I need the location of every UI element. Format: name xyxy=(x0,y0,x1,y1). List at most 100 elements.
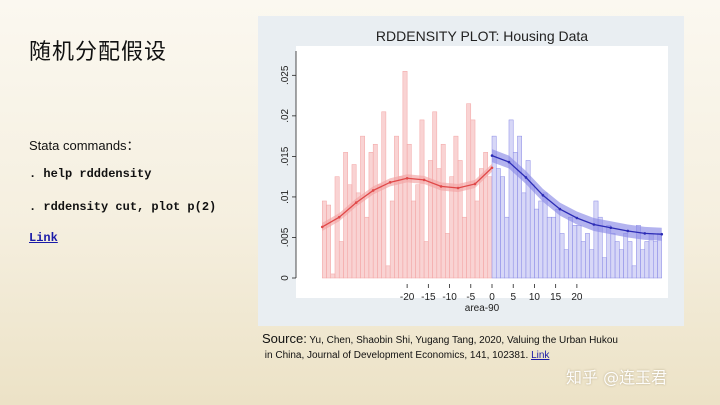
histogram-right-bar xyxy=(559,233,565,279)
histogram-left-bar xyxy=(377,184,382,279)
histogram-right-bar xyxy=(568,216,573,279)
y-tick-label: .02 xyxy=(280,108,291,122)
histogram-right-bar xyxy=(576,225,582,279)
histogram-left-bar xyxy=(449,176,455,279)
density-point xyxy=(456,186,460,190)
y-tick-label: .005 xyxy=(280,227,291,247)
histogram-right-bar xyxy=(538,200,544,279)
histogram-left-bar xyxy=(479,168,484,279)
histogram-left-bar xyxy=(466,103,472,279)
histogram-right-bar xyxy=(517,135,522,279)
histogram-left-bar xyxy=(453,135,459,279)
histogram-right-bar xyxy=(555,208,561,279)
source-citation: Source: Yu, Chen, Shaobin Shi, Yugang Ta… xyxy=(262,331,702,363)
density-point xyxy=(337,215,341,219)
chart-title: RDDENSITY PLOT: Housing Data xyxy=(376,28,588,44)
histogram-right-bar xyxy=(597,216,603,279)
density-point xyxy=(643,232,647,235)
histogram-left-bar xyxy=(419,119,425,279)
histogram-right-bar xyxy=(572,225,578,279)
histogram-right-bar xyxy=(580,241,586,279)
density-point xyxy=(371,189,375,192)
histogram-right-bar xyxy=(619,249,624,279)
x-tick-label: 5 xyxy=(510,292,516,303)
histogram-right-bar xyxy=(546,216,552,279)
x-tick-label: -5 xyxy=(466,292,475,303)
histogram-right-bar xyxy=(644,241,650,279)
histogram-left-bar xyxy=(347,184,353,279)
density-point xyxy=(609,226,613,230)
x-tick-label: -15 xyxy=(421,292,436,303)
y-tick-label: .025 xyxy=(280,65,291,85)
histogram-left-bar xyxy=(457,160,463,279)
histogram-left-bar xyxy=(415,184,421,279)
histogram-left-bar xyxy=(411,200,416,279)
density-point xyxy=(541,194,545,197)
confidence-band xyxy=(492,149,662,241)
histogram-left-bar xyxy=(338,241,344,279)
density-point xyxy=(490,166,494,170)
x-tick-label: 15 xyxy=(550,292,562,303)
command-link[interactable]: Link xyxy=(29,231,58,245)
histogram-left-bar xyxy=(326,204,331,279)
histogram-left-bar xyxy=(445,233,450,279)
histogram-right-bar xyxy=(593,200,599,279)
histogram-right-bar xyxy=(602,257,607,279)
histogram-left-bar xyxy=(432,111,438,279)
density-point xyxy=(490,154,494,157)
command-rddensity: . rddensity cut, plot p(2) xyxy=(29,200,217,214)
density-point xyxy=(660,232,664,236)
chart-panel: RDDENSITY PLOT: Housing Data area-90 0 .0… xyxy=(258,16,684,326)
source-text: Yu, Chen, Shaobin Shi, Yugang Tang, 2020… xyxy=(306,335,618,346)
histogram-right-bar xyxy=(508,119,514,279)
y-tick-label: .01 xyxy=(280,190,291,204)
histogram-right-bar xyxy=(610,233,616,279)
histogram-right-bar xyxy=(542,192,548,279)
density-point xyxy=(592,223,596,226)
histogram-left-bar xyxy=(394,135,399,279)
histogram-right-bar xyxy=(623,233,629,279)
command-help: . help rdddensity xyxy=(29,167,152,181)
density-point xyxy=(405,176,409,180)
x-tick-label: 0 xyxy=(489,292,495,303)
histogram-right-bar xyxy=(563,249,569,279)
histogram-right-bar xyxy=(585,233,590,279)
slide-title: 随机分配假设 xyxy=(29,40,168,65)
histogram-right-bar xyxy=(521,192,527,279)
histogram-right xyxy=(491,119,663,279)
x-tick-label: 10 xyxy=(529,292,541,303)
histogram-left-bar xyxy=(364,216,370,279)
density-point xyxy=(473,182,477,186)
histogram-right-bar xyxy=(631,265,637,279)
density-point xyxy=(388,181,392,184)
density-point xyxy=(558,207,562,211)
histogram-right-bar xyxy=(627,241,633,279)
commands-label: Stata commands： xyxy=(29,138,140,153)
histogram-right-bar xyxy=(640,249,646,279)
density-fits xyxy=(320,149,664,241)
histogram-right-bar xyxy=(529,184,535,279)
y-axis: 0 .005 .01 .015 .02 .025 xyxy=(280,65,296,281)
x-tick-label: 20 xyxy=(571,292,583,303)
source-text-line2: in China, Journal of Development Economi… xyxy=(264,350,529,361)
source-link[interactable]: Link xyxy=(531,350,550,361)
density-point xyxy=(626,229,630,233)
histogram-left-bar xyxy=(372,143,378,279)
histogram-right-bar xyxy=(504,216,510,279)
density-point xyxy=(354,201,358,204)
histogram-left-bar xyxy=(381,111,387,279)
histogram-right-bar xyxy=(614,241,620,279)
histogram-left-bar xyxy=(330,273,336,279)
histogram-left-bar xyxy=(368,152,374,279)
x-tick-label: -10 xyxy=(442,292,457,303)
density-chart: RDDENSITY PLOT: Housing Data area-90 0 .0… xyxy=(280,28,668,314)
histogram-left-bar xyxy=(389,200,395,279)
histogram-left-bar xyxy=(474,200,480,279)
histogram-left-bar xyxy=(385,265,391,279)
histogram-right-bar xyxy=(500,176,505,279)
histogram-left-bar xyxy=(470,119,476,279)
histogram-left-bar xyxy=(334,176,340,279)
histogram-left-bar xyxy=(398,176,404,279)
x-axis: -20 -15 -10 -5 0 5 10 15 20 xyxy=(400,284,583,303)
density-point xyxy=(524,176,528,179)
